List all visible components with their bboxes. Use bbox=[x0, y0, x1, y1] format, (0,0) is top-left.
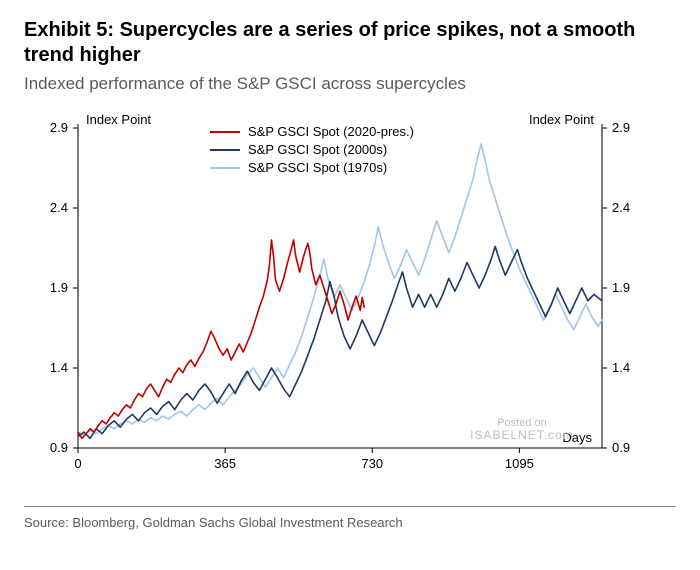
ytick-label: 2.9 bbox=[50, 120, 68, 135]
legend-label: S&P GSCI Spot (2020-pres.) bbox=[248, 124, 414, 139]
ytick-label: 2.4 bbox=[50, 200, 68, 215]
ytick-label: 1.4 bbox=[50, 360, 68, 375]
series-line bbox=[78, 144, 602, 435]
exhibit-page: Exhibit 5: Supercycles are a series of p… bbox=[0, 0, 700, 570]
ytick-label: 0.9 bbox=[50, 440, 68, 455]
ytick-label: 2.9 bbox=[612, 120, 630, 135]
legend-label: S&P GSCI Spot (1970s) bbox=[248, 160, 387, 175]
source-line: Source: Bloomberg, Goldman Sachs Global … bbox=[24, 515, 676, 530]
chart-container: 0.9 0.9 1.4 1.4 1.9 1.9 2.4 2.4 2.9 2.9 0 365 730 109… bbox=[20, 108, 660, 488]
exhibit-subtitle: Indexed performance of the S&P GSCI acro… bbox=[24, 74, 676, 94]
exhibit-title: Exhibit 5: Supercycles are a series of p… bbox=[24, 18, 676, 68]
xtick-label: 730 bbox=[361, 456, 383, 471]
xtick-label: 0 bbox=[74, 456, 81, 471]
legend-label: S&P GSCI Spot (2000s) bbox=[248, 142, 387, 157]
yaxis-title-left: Index Point bbox=[86, 112, 151, 127]
ytick-label: 1.4 bbox=[612, 360, 630, 375]
footer-rule bbox=[24, 506, 676, 507]
series-line bbox=[78, 246, 602, 438]
ytick-label: 1.9 bbox=[612, 280, 630, 295]
ytick-label: 2.4 bbox=[612, 200, 630, 215]
watermark-line2: ISABELNET.com bbox=[470, 428, 574, 442]
supercycle-chart: 0.9 0.9 1.4 1.4 1.9 1.9 2.4 2.4 2.9 2.9 0 365 730 109… bbox=[20, 108, 660, 488]
yaxis-title-right: Index Point bbox=[529, 112, 594, 127]
ytick-label: 0.9 bbox=[612, 440, 630, 455]
ytick-label: 1.9 bbox=[50, 280, 68, 295]
xtick-label: 365 bbox=[214, 456, 236, 471]
xtick-label: 1095 bbox=[505, 456, 534, 471]
